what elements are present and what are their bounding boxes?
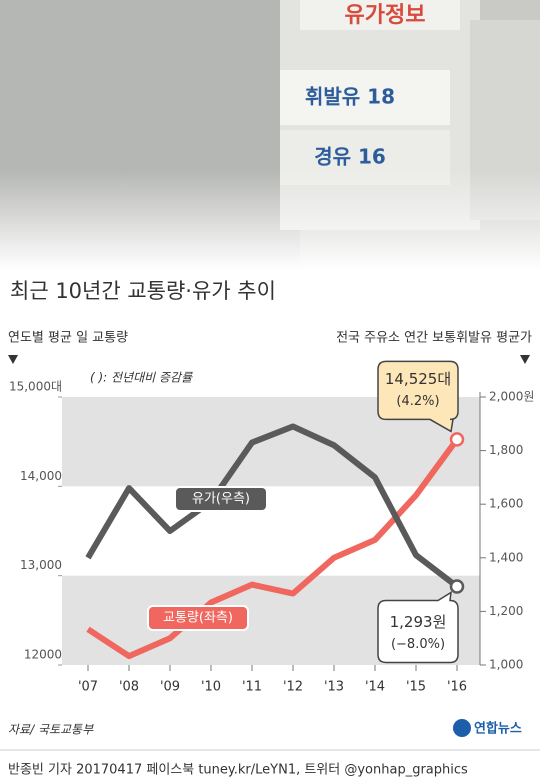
- chart-title: 최근 10년간 교통량·유가 추이: [10, 279, 276, 303]
- series-label: 교통량(좌측): [163, 611, 233, 626]
- y2-tick-label: 1,600: [489, 497, 523, 511]
- sign-row: 휘발유 18: [305, 85, 395, 109]
- axis-arrow: [520, 355, 530, 364]
- sign-row: 경유 16: [314, 145, 386, 169]
- x-tick-label: '09: [160, 680, 180, 695]
- value-label: 1,293원: [390, 613, 447, 631]
- logo-mark: [453, 719, 471, 737]
- footer: 반종빈 기자 20170417 페이스북 tuney.kr/LeYN1, 트위터…: [8, 763, 468, 778]
- series-line: [85, 423, 459, 589]
- end-point: [449, 579, 465, 594]
- axis-arrow: [8, 355, 18, 364]
- y-tick-label: 12000: [24, 648, 62, 662]
- y2-tick-label: 1,200: [489, 604, 523, 618]
- x-tick-label: '12: [283, 680, 303, 695]
- y-tick-label: 15,000대: [9, 380, 62, 394]
- x-tick-label: '15: [406, 680, 426, 695]
- change-label: (4.2%): [396, 394, 439, 409]
- x-tick-label: '08: [119, 680, 139, 695]
- y-tick-label: 14,000: [20, 469, 62, 483]
- change-label: (−8.0%): [391, 637, 445, 652]
- x-tick-label: '11: [242, 680, 262, 695]
- series-label: 유가(우측): [192, 492, 250, 507]
- x-tick-label: '10: [201, 680, 221, 695]
- photo: 유가정보 휘발유 18 경유 16: [0, 0, 540, 270]
- x-tick-label: '16: [447, 680, 467, 695]
- sign-title: 유가정보: [345, 3, 426, 28]
- series-label-box: [174, 486, 268, 512]
- plot: 12000 13,000 14,000 15,000대 1,000 1,200 1,400 1…: [9, 360, 534, 695]
- y2-tick-label: 1,800: [489, 443, 523, 457]
- y2-tick-label: 1,000: [489, 658, 523, 672]
- callout: [377, 360, 459, 433]
- source: 자료/ 국토교통부: [8, 723, 94, 737]
- y2-axis-label: 전국 주유소 연간 보통휘발유 평균가: [336, 331, 532, 346]
- y2-tick-label: 2,000원: [489, 390, 534, 404]
- note: ( ): 전년대비 증감률: [90, 371, 193, 385]
- y-tick-label: 13,000: [20, 558, 62, 572]
- end-point: [449, 432, 465, 447]
- callout: [377, 591, 459, 664]
- value-label: 14,525대: [385, 370, 451, 388]
- logo: 연합뉴스: [474, 721, 522, 737]
- x-tick-label: '07: [78, 680, 98, 695]
- y2-tick-label: 1,400: [489, 550, 523, 564]
- x-tick-label: '14: [365, 680, 385, 695]
- x-tick-label: '13: [324, 680, 344, 695]
- y-axis-label: 연도별 평균 일 교통량: [8, 331, 128, 346]
- series-label-box: [147, 605, 249, 631]
